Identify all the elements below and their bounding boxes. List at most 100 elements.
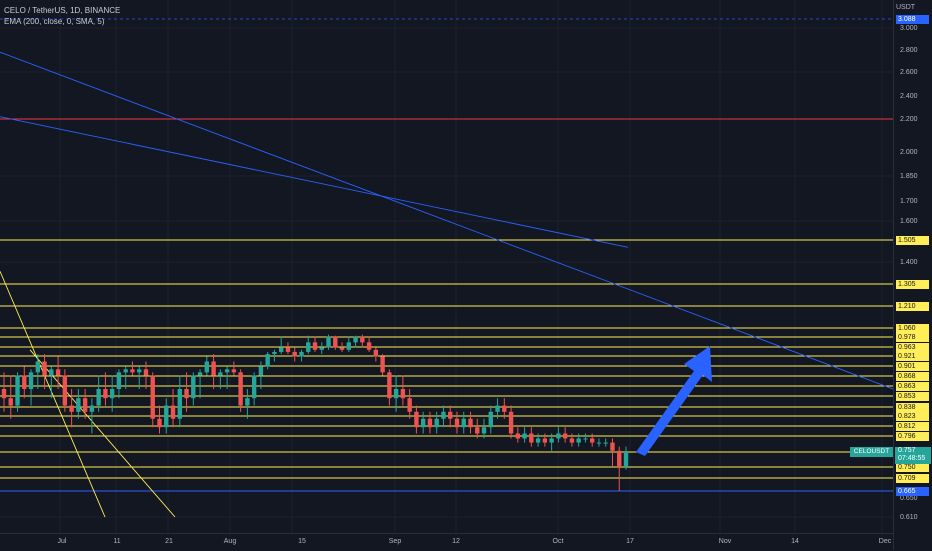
time-label: Nov [718,538,732,545]
candle-body [515,433,521,439]
candle-body [130,369,135,373]
horizontal-levels [0,18,893,492]
candle-body [393,389,399,399]
legend-ema[interactable]: EMA (200, close, 0, SMA, 5) [4,17,105,26]
candle-body [414,411,419,428]
price-tick: 0.650 [900,494,918,502]
legend-symbol[interactable]: CELO / TetherUS, 1D, BINANCE [4,6,121,15]
candle-body [495,405,500,412]
price-axis[interactable]: 3.000 2.800 2.600 2.400 2.200 2.000 1.850 1.700… [893,0,932,550]
time-label: Sep [388,538,402,545]
candle-body [468,418,473,428]
time-axis[interactable]: Jul 11 21 Aug 15 Sep 12 Oct 17 Nov 14 Dec [0,533,893,551]
candle-body [448,411,453,419]
candle-body [353,336,358,343]
candle-body [589,438,595,443]
candle-body [224,369,230,373]
candle-body [576,438,581,443]
price-level-badge: 0.750 [896,462,929,472]
candle-body [89,405,95,412]
candle-body [76,398,81,412]
candle-body [238,372,243,406]
candle-body [441,411,446,419]
time-label: 21 [165,538,173,545]
candle-body [55,369,61,376]
candle-body [569,438,575,443]
candle-body [35,361,41,373]
time-label: 14 [791,538,799,545]
last-price-value: 0.757 [898,447,916,454]
time-label: Dec [878,538,892,545]
time-label: Oct [552,538,564,545]
candle-body [265,354,270,367]
price-level-badge: 3.088 [896,14,929,24]
candle-body [583,438,588,440]
candle-body [123,369,128,373]
trendline [29,349,176,518]
candle-body [278,347,284,352]
price-tick: 1.400 [900,258,918,266]
candle-body [556,433,561,439]
candle-body [319,347,324,350]
price-tick: 2.000 [900,148,918,156]
price-level-badge: 0.921 [896,351,929,361]
candle-body [339,347,345,350]
price-tick: 2.200 [900,115,918,123]
candle-body [245,398,250,406]
price-level-badge: 1.505 [896,235,929,245]
time-label: 12 [452,538,460,545]
candle-body [306,342,311,352]
candle-body [62,375,68,406]
price-tick: 1.850 [900,172,918,180]
candle-body [137,369,142,373]
candle-body [49,369,54,376]
candle-body [312,342,318,350]
arrow-icon [636,346,712,456]
price-tick: 1.700 [900,197,918,205]
trendline [0,51,893,390]
price-tick: 1.600 [900,217,918,225]
candle-body [299,351,304,357]
candle-body [508,411,514,434]
price-tick: 0.610 [900,513,918,521]
candle-body [610,442,615,451]
time-label: 17 [626,538,634,545]
candle-body [170,405,176,419]
candle-body [96,389,101,406]
candle-body [461,418,466,428]
candle-body [15,375,20,406]
candle-body [177,389,182,419]
candle-body [475,427,480,434]
candle-body [333,336,338,348]
candle-body [366,342,372,350]
candle-body [164,405,169,428]
candle-body [549,438,554,443]
price-chart[interactable] [0,0,893,533]
price-level-badge: 0.868 [896,371,929,381]
candle-body [204,361,210,373]
currency-label: USDT [896,4,916,11]
candle-body [373,349,379,357]
candle-body [326,336,331,348]
candle-body [22,375,27,389]
candle-body [542,438,548,443]
candle-body [360,336,365,343]
last-price-tag: 0.757 07:48:55 [895,447,931,464]
candle-body [603,442,608,444]
candle-body [197,372,203,376]
chart-area[interactable]: CELO / TetherUS, 1D, BINANCE EMA (200, c… [0,0,893,533]
candle-body [522,433,527,439]
price-level-badge: 0.823 [896,411,929,421]
candle-body [184,389,189,399]
price-tick: 3.000 [900,24,918,32]
trendlines [0,51,893,518]
candle-body [292,351,297,357]
candle-body [28,372,34,389]
candle-body [258,366,264,376]
candle-body [82,398,88,412]
price-level-badge: 0.665 [896,486,929,496]
candle-body [211,361,216,376]
price-tick: 2.600 [900,68,918,76]
candle-body [434,418,439,428]
candle-body [103,389,108,399]
